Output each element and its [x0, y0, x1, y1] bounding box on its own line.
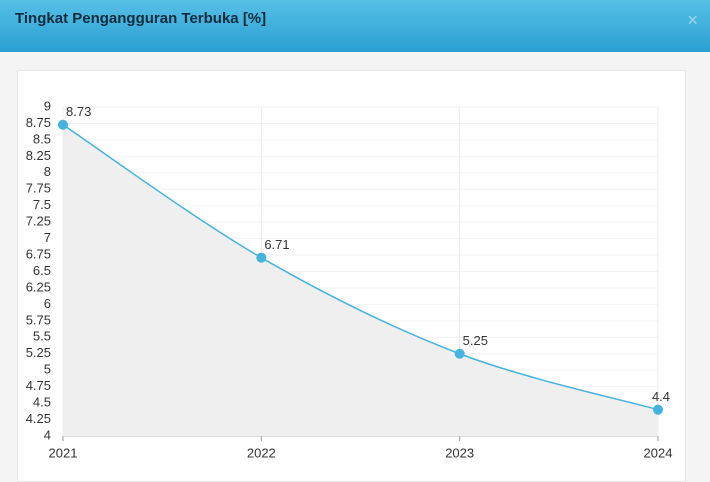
y-tick-label: 5.25 — [26, 345, 51, 360]
x-tick-label: 2024 — [644, 445, 673, 460]
data-label: 4.4 — [652, 389, 670, 404]
y-tick-label: 5 — [44, 362, 51, 377]
area — [63, 124, 658, 437]
line — [62, 124, 659, 411]
data-label: 5.25 — [463, 333, 488, 348]
point — [454, 348, 465, 359]
y-tick-label: 8.5 — [33, 131, 51, 146]
y-tick-label: 9 — [44, 98, 51, 113]
x-tick-label: 2023 — [445, 445, 474, 460]
y-tick-label: 4.5 — [33, 395, 51, 410]
y-tick-label: 5.5 — [33, 329, 51, 344]
data-label: 8.73 — [66, 104, 91, 119]
y-tick-label: 4.75 — [26, 378, 51, 393]
y-tick-label: 4 — [44, 427, 51, 442]
y-tick-label: 7.75 — [26, 181, 51, 196]
point — [58, 119, 68, 130]
y-tick-label: 6.75 — [26, 246, 51, 261]
y-tick-label: 6 — [44, 296, 51, 311]
close-button[interactable]: × — [687, 10, 698, 30]
x-tick-label: 2022 — [247, 445, 276, 460]
y-tick-label: 4.25 — [26, 411, 51, 426]
y-tick-label: 8.25 — [26, 148, 51, 163]
y-tick-label: 5.75 — [26, 312, 51, 327]
y-tick-label: 8 — [44, 164, 51, 179]
y-tick-label: 7 — [44, 230, 51, 245]
data-label: 6.71 — [264, 237, 289, 252]
modal-title: Tingkat Pengangguran Terbuka [%] — [15, 10, 267, 27]
x-tick-label: 2021 — [49, 445, 78, 460]
y-tick-label: 7.5 — [33, 197, 51, 212]
y-tick-label: 8.75 — [26, 115, 51, 130]
y-tick-label: 6.5 — [33, 263, 51, 278]
y-tick-label: 6.25 — [26, 279, 51, 294]
modal-header: Tingkat Pengangguran Terbuka [%] × — [0, 0, 710, 52]
y-tick-label: 7.25 — [26, 214, 51, 229]
point — [256, 252, 267, 263]
point — [653, 404, 663, 415]
